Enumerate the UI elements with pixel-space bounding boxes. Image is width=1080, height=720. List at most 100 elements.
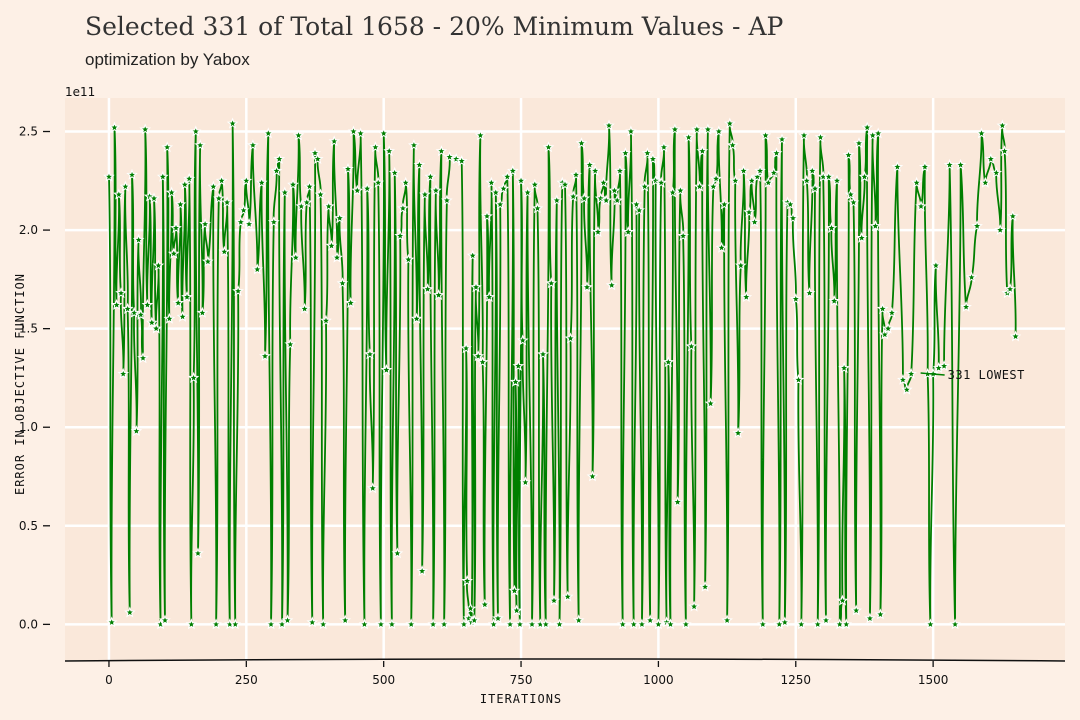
data-point-marker — [762, 176, 775, 188]
data-point-marker — [174, 198, 187, 210]
data-point-marker — [567, 190, 580, 202]
data-point-marker — [278, 186, 291, 198]
data-point-marker — [850, 604, 863, 616]
data-point-marker — [919, 160, 931, 172]
data-point-marker — [464, 602, 477, 614]
data-point-marker — [806, 164, 818, 176]
data-point-marker — [492, 612, 504, 624]
data-point-marker — [262, 127, 275, 139]
data-point-marker — [864, 612, 876, 624]
data-point-marker — [767, 166, 780, 178]
data-point-marker — [734, 259, 747, 271]
data-point-marker — [597, 176, 610, 188]
x-tick-label: 1250 — [780, 673, 811, 687]
marker-layer — [103, 117, 1022, 630]
data-point-marker — [581, 281, 593, 293]
data-point-marker — [331, 251, 343, 263]
data-point-marker — [685, 340, 698, 352]
data-point-marker — [117, 367, 130, 379]
data-point-marker — [516, 334, 529, 346]
data-point-marker — [369, 141, 382, 153]
data-point-marker — [108, 121, 121, 133]
data-point-marker — [515, 174, 527, 186]
data-point-marker — [375, 618, 387, 630]
data-point-marker — [430, 184, 442, 196]
data-point-marker — [115, 287, 127, 299]
data-point-marker — [630, 198, 643, 210]
data-point-marker — [550, 194, 563, 206]
data-point-marker — [450, 153, 463, 165]
data-point-marker — [358, 618, 371, 630]
data-point-marker — [638, 180, 651, 192]
data-point-marker — [600, 194, 613, 206]
data-point-marker — [882, 322, 894, 334]
data-point-marker — [210, 618, 222, 630]
y-tick-label: 0.5 — [19, 519, 38, 533]
data-point-marker — [996, 119, 1009, 131]
data-point-marker — [336, 277, 349, 289]
data-point-marker — [548, 594, 560, 606]
data-point-marker — [619, 147, 632, 159]
data-point-marker — [740, 291, 753, 303]
data-point-marker — [455, 155, 468, 167]
data-point-marker — [838, 362, 850, 374]
data-point-marker — [292, 129, 305, 141]
data-point-marker — [325, 239, 338, 251]
data-point-marker — [189, 125, 202, 137]
data-point-marker — [113, 188, 125, 200]
data-point-marker — [616, 618, 629, 630]
y-tick-label: 2.5 — [19, 125, 38, 139]
data-point-marker — [110, 298, 123, 310]
data-point-marker — [798, 129, 810, 141]
data-point-marker — [965, 271, 978, 283]
data-point-marker — [416, 564, 428, 577]
data-point-marker — [874, 608, 887, 620]
data-point-marker — [421, 283, 434, 295]
data-point-marker — [159, 614, 171, 626]
data-point-marker — [814, 131, 827, 143]
data-point-marker — [528, 178, 541, 190]
data-point-marker — [178, 178, 191, 190]
data-point-marker — [751, 170, 764, 182]
data-point-marker — [124, 606, 136, 618]
data-point-marker — [809, 182, 821, 194]
data-point-marker — [172, 296, 185, 309]
data-point-marker — [561, 590, 574, 602]
data-point-marker — [309, 147, 321, 159]
data-point-marker — [402, 253, 415, 265]
data-point-marker — [265, 618, 277, 630]
data-point-marker — [971, 220, 983, 232]
data-point-marker — [372, 176, 385, 188]
x-tick-label: 1500 — [918, 673, 949, 687]
data-point-marker — [578, 192, 591, 204]
data-point-marker — [743, 206, 755, 218]
data-point-marker — [519, 476, 532, 488]
data-point-marker — [575, 137, 588, 149]
data-point-marker — [853, 137, 865, 149]
data-point-marker — [784, 198, 796, 210]
data-point-marker — [347, 125, 360, 137]
data-point-marker — [954, 158, 967, 171]
x-tick-label: 250 — [235, 673, 258, 687]
data-point-marker — [707, 180, 720, 192]
data-point-marker — [975, 127, 988, 139]
data-point-marker — [126, 168, 138, 180]
data-point-marker — [121, 302, 134, 314]
data-point-marker — [501, 170, 514, 182]
data-point-marker — [314, 188, 327, 200]
data-point-marker — [820, 614, 832, 626]
data-point-marker — [298, 302, 311, 314]
data-point-marker — [878, 328, 891, 340]
data-point-marker — [311, 152, 324, 165]
x-tick-label: 1000 — [643, 673, 674, 687]
data-point-marker — [497, 182, 510, 194]
data-point-marker — [666, 186, 679, 198]
data-point-marker — [570, 168, 582, 180]
data-point-marker — [840, 618, 853, 630]
annotation-line — [920, 372, 945, 376]
data-point-marker — [213, 192, 225, 204]
data-point-marker — [715, 241, 728, 253]
x-tick-label: 0 — [105, 673, 113, 687]
